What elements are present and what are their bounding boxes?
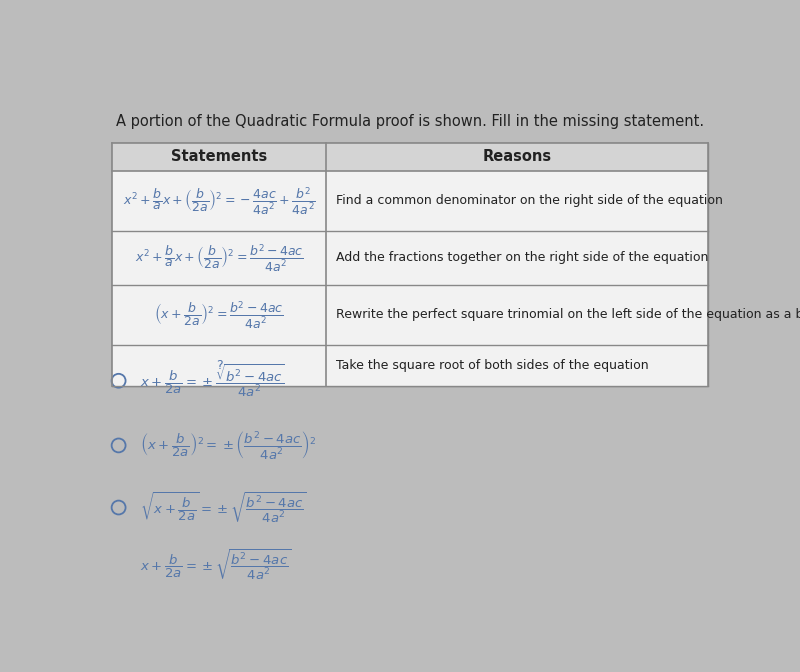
Text: $\left(x + \dfrac{b}{2a}\right)^2 = \pm\left(\dfrac{b^2 - 4ac}{4a^2}\right)^2$: $\left(x + \dfrac{b}{2a}\right)^2 = \pm\…	[139, 429, 316, 462]
FancyBboxPatch shape	[112, 345, 708, 386]
Text: Statements: Statements	[171, 149, 267, 165]
FancyBboxPatch shape	[112, 142, 326, 171]
Text: $x + \dfrac{b}{2a} = \pm\dfrac{\sqrt{b^2 - 4ac}}{4a^2}$: $x + \dfrac{b}{2a} = \pm\dfrac{\sqrt{b^2…	[139, 363, 284, 398]
Text: Rewrite the perfect square trinomial on the left side of the equation as a bino: Rewrite the perfect square trinomial on …	[336, 308, 800, 321]
Text: ?: ?	[216, 359, 222, 372]
FancyBboxPatch shape	[112, 230, 708, 285]
Text: Take the square root of both sides of the equation: Take the square root of both sides of th…	[336, 359, 648, 372]
FancyBboxPatch shape	[112, 285, 708, 345]
Text: $\sqrt{x + \dfrac{b}{2a}} = \pm\sqrt{\dfrac{b^2 - 4ac}{4a^2}}$: $\sqrt{x + \dfrac{b}{2a}} = \pm\sqrt{\df…	[139, 490, 306, 525]
Text: Add the fractions together on the right side of the equation: Add the fractions together on the right …	[336, 251, 708, 264]
Text: $x^2 + \dfrac{b}{a}x + \left(\dfrac{b}{2a}\right)^2 = \dfrac{b^2 - 4ac}{4a^2}$: $x^2 + \dfrac{b}{a}x + \left(\dfrac{b}{2…	[135, 242, 304, 274]
Text: $\left(x + \dfrac{b}{2a}\right)^2 = \dfrac{b^2 - 4ac}{4a^2}$: $\left(x + \dfrac{b}{2a}\right)^2 = \dfr…	[154, 299, 284, 331]
Text: Reasons: Reasons	[482, 149, 551, 165]
FancyBboxPatch shape	[112, 142, 708, 386]
FancyBboxPatch shape	[326, 142, 708, 171]
Text: $x^2 + \dfrac{b}{a}x + \left(\dfrac{b}{2a}\right)^2 = -\dfrac{4ac}{4a^2} + \dfra: $x^2 + \dfrac{b}{a}x + \left(\dfrac{b}{2…	[123, 185, 316, 217]
Text: $x + \dfrac{b}{2a} = \pm\sqrt{\dfrac{b^2 - 4ac}{4a^2}}$: $x + \dfrac{b}{2a} = \pm\sqrt{\dfrac{b^2…	[139, 547, 291, 582]
Text: Find a common denominator on the right side of the equation: Find a common denominator on the right s…	[336, 194, 722, 208]
FancyBboxPatch shape	[112, 171, 708, 230]
Text: A portion of the Quadratic Formula proof is shown. Fill in the missing statement: A portion of the Quadratic Formula proof…	[116, 114, 704, 129]
